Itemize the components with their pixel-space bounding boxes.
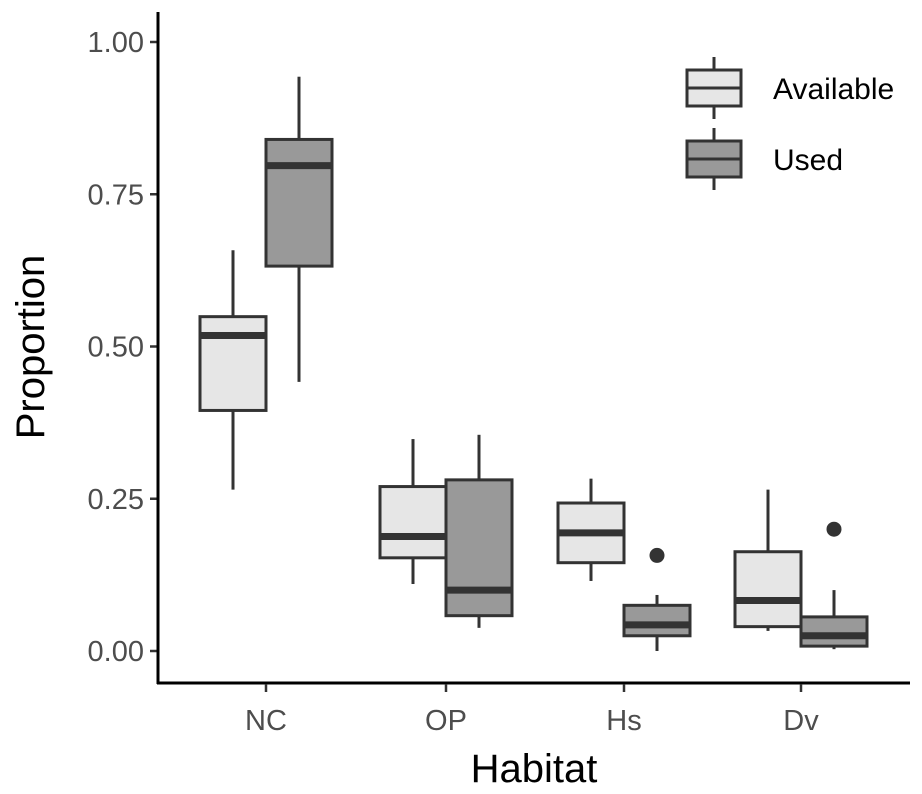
box-available-dv <box>733 489 803 631</box>
outlier-point <box>649 547 665 563</box>
box-used-dv <box>799 521 869 650</box>
y-tick-label: 0.75 <box>88 179 144 211</box>
legend-item-available: Available <box>685 57 894 119</box>
box-body <box>622 603 692 638</box>
legend-item-used: Used <box>685 128 843 190</box>
box-used-hs <box>622 547 692 651</box>
y-axis-title: Proportion <box>9 255 53 440</box>
y-tick-layer: 0.00 0.25 0.50 0.75 1.00 <box>88 27 158 668</box>
box-used-op <box>444 434 514 628</box>
box-body <box>378 485 448 560</box>
box-body <box>264 137 334 268</box>
box-available-hs <box>556 478 626 581</box>
box-body <box>799 615 869 648</box>
box-body <box>733 550 803 629</box>
y-tick-label: 0.50 <box>88 332 144 364</box>
y-tick-label: 0.00 <box>88 636 144 668</box>
legend-label: Used <box>773 144 843 177</box>
box-body <box>444 478 514 618</box>
x-tick-label: NC <box>245 705 287 737</box>
x-tick-label: Hs <box>606 705 641 737</box>
box-body <box>198 315 268 412</box>
legend-label: Available <box>773 73 894 106</box>
box-available-op <box>378 439 448 585</box>
x-axis-title: Habitat <box>471 747 598 791</box>
box-layer <box>198 76 869 651</box>
x-tick-label: Dv <box>783 705 819 737</box>
y-tick-label: 1.00 <box>88 27 144 59</box>
box-used-nc <box>264 76 334 382</box>
box-available-nc <box>198 250 268 490</box>
legend: Available Used <box>685 57 894 190</box>
outlier-point <box>826 521 842 537</box>
x-tick-label: OP <box>425 705 467 737</box>
y-tick-label: 0.25 <box>88 484 144 516</box>
x-tick-layer: NC OP Hs Dv <box>245 684 819 737</box>
